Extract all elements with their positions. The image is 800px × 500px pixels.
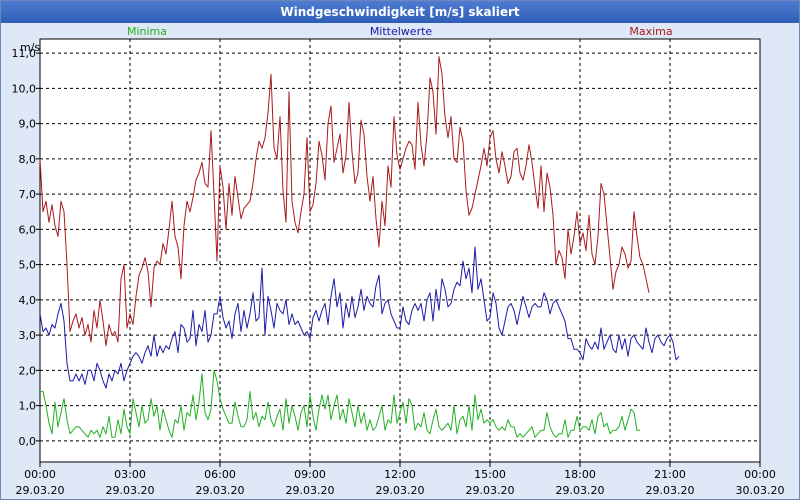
legend-mittelwerte: Mittelwerte xyxy=(370,25,433,38)
x-tick-time-label: 00:00 xyxy=(744,468,776,481)
chart-title: Windgeschwindigkeit [m/s] skaliert xyxy=(1,1,799,23)
mittelwerte-line xyxy=(39,246,680,389)
maxima-line xyxy=(39,56,650,347)
x-tick-time-label: 12:00 xyxy=(384,468,416,481)
x-tick-date-label: 29.03.20 xyxy=(466,484,515,497)
y-tick-label: 11,0 xyxy=(12,47,37,60)
x-tick-date-label: 29.03.20 xyxy=(376,484,425,497)
x-tick-time-label: 00:00 xyxy=(24,468,56,481)
x-tick-time-label: 03:00 xyxy=(114,468,146,481)
x-tick-time-label: 18:00 xyxy=(564,468,596,481)
series-lines xyxy=(39,56,680,438)
legend-maxima: Maxima xyxy=(629,25,672,38)
y-tick-label: 0,0 xyxy=(19,435,37,448)
x-tick-time-label: 09:00 xyxy=(294,468,326,481)
y-tick-label: 6,0 xyxy=(19,223,37,236)
y-tick-label: 1,0 xyxy=(19,400,37,413)
x-tick-time-label: 15:00 xyxy=(474,468,506,481)
y-tick-label: 3,0 xyxy=(19,329,37,342)
x-tick-date-label: 29.03.20 xyxy=(16,484,65,497)
y-tick-label: 9,0 xyxy=(19,118,37,131)
legend: Minima Mittelwerte Maxima xyxy=(127,25,673,38)
x-tick-date-label: 29.03.20 xyxy=(106,484,155,497)
legend-minima: Minima xyxy=(127,25,167,38)
y-tick-label: 4,0 xyxy=(19,294,37,307)
y-tick-label: 2,0 xyxy=(19,364,37,377)
y-tick-label: 5,0 xyxy=(19,259,37,272)
x-tick-time-label: 21:00 xyxy=(654,468,686,481)
y-axis-label: m/s xyxy=(20,41,40,54)
x-tick-date-label: 29.03.20 xyxy=(556,484,605,497)
x-tick-date-label: 29.03.20 xyxy=(196,484,245,497)
x-tick-date-label: 29.03.20 xyxy=(646,484,695,497)
y-axis: 0,0 1,0 2,0 3,0 4,0 5,0 6,0 7,0 8,0 9,0 10,0 11,0 xyxy=(12,47,40,448)
minima-line xyxy=(40,369,640,438)
y-tick-label: 8,0 xyxy=(19,153,37,166)
grid-lines xyxy=(40,39,760,462)
x-tick-date-label: 30.03.20 xyxy=(736,484,785,497)
y-tick-label: 10,0 xyxy=(12,82,37,95)
x-tick-time-label: 06:00 xyxy=(204,468,236,481)
y-tick-label: 7,0 xyxy=(19,188,37,201)
x-tick-date-label: 29.03.20 xyxy=(286,484,335,497)
x-axis: 00:00 29.03.20 03:00 29.03.20 06:00 29.03.20 0… xyxy=(16,462,785,497)
